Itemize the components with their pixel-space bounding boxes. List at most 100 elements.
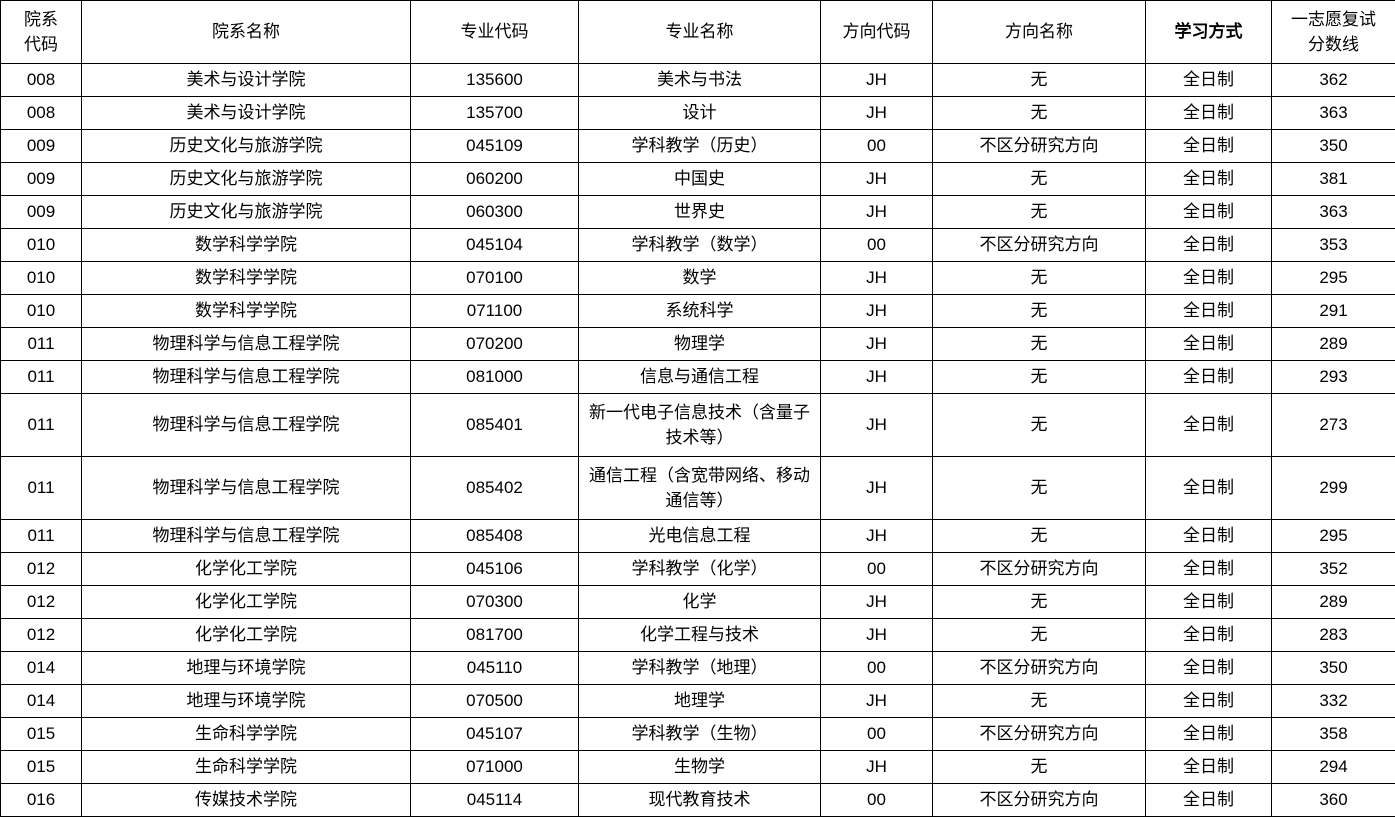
cell-study_mode: 全日制 <box>1146 394 1272 457</box>
cell-score_line: 295 <box>1272 520 1395 553</box>
cell-dir_code: JH <box>821 394 933 457</box>
cell-dept_code: 012 <box>1 586 82 619</box>
cell-major_name: 现代教育技术 <box>579 784 821 817</box>
cell-major_name: 通信工程（含宽带网络、移动通信等） <box>579 457 821 520</box>
column-header-line: 一志愿复试 <box>1276 7 1391 33</box>
cell-dir_code: JH <box>821 457 933 520</box>
cell-major_code: 085401 <box>411 394 579 457</box>
cell-major_name: 地理学 <box>579 685 821 718</box>
cell-dept_name: 美术与设计学院 <box>82 64 411 97</box>
cell-score_line: 332 <box>1272 685 1395 718</box>
cell-dept_code: 016 <box>1 784 82 817</box>
cell-dir_name: 无 <box>933 394 1146 457</box>
cell-study_mode: 全日制 <box>1146 784 1272 817</box>
column-header-line: 方向代码 <box>825 19 928 45</box>
cell-dir_code: JH <box>821 328 933 361</box>
cell-score_line: 358 <box>1272 718 1395 751</box>
cell-score_line: 360 <box>1272 784 1395 817</box>
cell-study_mode: 全日制 <box>1146 718 1272 751</box>
cell-dir_code: JH <box>821 163 933 196</box>
cell-dept_code: 011 <box>1 328 82 361</box>
cell-dept_code: 009 <box>1 196 82 229</box>
cell-major_name: 新一代电子信息技术（含量子技术等） <box>579 394 821 457</box>
column-header-line: 方向名称 <box>937 19 1141 45</box>
cell-dir_name: 无 <box>933 262 1146 295</box>
cell-study_mode: 全日制 <box>1146 361 1272 394</box>
cell-dept_name: 地理与环境学院 <box>82 652 411 685</box>
cell-dept_name: 历史文化与旅游学院 <box>82 130 411 163</box>
cell-study_mode: 全日制 <box>1146 163 1272 196</box>
cell-study_mode: 全日制 <box>1146 586 1272 619</box>
cell-dir_name: 无 <box>933 586 1146 619</box>
cell-score_line: 289 <box>1272 586 1395 619</box>
column-header-line: 学习方式 <box>1150 19 1267 45</box>
cell-study_mode: 全日制 <box>1146 196 1272 229</box>
cell-dir_code: JH <box>821 520 933 553</box>
cell-dir_name: 无 <box>933 163 1146 196</box>
cell-score_line: 363 <box>1272 196 1395 229</box>
cell-major_code: 135600 <box>411 64 579 97</box>
cell-dir_name: 不区分研究方向 <box>933 553 1146 586</box>
cell-dept_name: 地理与环境学院 <box>82 685 411 718</box>
column-header-line: 分数线 <box>1276 32 1391 58</box>
cell-major_code: 045110 <box>411 652 579 685</box>
cell-dept_name: 物理科学与信息工程学院 <box>82 361 411 394</box>
cell-major_code: 085408 <box>411 520 579 553</box>
cell-dir_code: 00 <box>821 718 933 751</box>
cell-dept_code: 012 <box>1 619 82 652</box>
cell-dept_name: 生命科学学院 <box>82 751 411 784</box>
cell-dept_code: 011 <box>1 394 82 457</box>
cell-major_name: 设计 <box>579 97 821 130</box>
column-header-line: 专业代码 <box>415 19 574 45</box>
column-header-dir_code: 方向代码 <box>821 1 933 64</box>
cell-dir_code: JH <box>821 619 933 652</box>
cell-major_code: 070500 <box>411 685 579 718</box>
cell-study_mode: 全日制 <box>1146 619 1272 652</box>
cell-major_name: 世界史 <box>579 196 821 229</box>
cell-dept_name: 历史文化与旅游学院 <box>82 196 411 229</box>
cell-dir_name: 无 <box>933 64 1146 97</box>
column-header-score_line: 一志愿复试分数线 <box>1272 1 1395 64</box>
cell-study_mode: 全日制 <box>1146 685 1272 718</box>
cell-dept_code: 008 <box>1 64 82 97</box>
cell-dept_code: 008 <box>1 97 82 130</box>
cell-major_name: 数学 <box>579 262 821 295</box>
cell-dept_code: 010 <box>1 295 82 328</box>
cell-score_line: 291 <box>1272 295 1395 328</box>
cell-dept_code: 015 <box>1 718 82 751</box>
cell-dept_name: 物理科学与信息工程学院 <box>82 520 411 553</box>
cell-dept_code: 011 <box>1 361 82 394</box>
cell-study_mode: 全日制 <box>1146 97 1272 130</box>
cell-dept_name: 物理科学与信息工程学院 <box>82 457 411 520</box>
cell-dept_name: 物理科学与信息工程学院 <box>82 328 411 361</box>
cell-score_line: 353 <box>1272 229 1395 262</box>
cell-dir_name: 不区分研究方向 <box>933 784 1146 817</box>
cell-study_mode: 全日制 <box>1146 328 1272 361</box>
cell-score_line: 352 <box>1272 553 1395 586</box>
cell-score_line: 350 <box>1272 652 1395 685</box>
cell-dept_code: 009 <box>1 163 82 196</box>
cell-dept_name: 美术与设计学院 <box>82 97 411 130</box>
cell-dir_name: 无 <box>933 685 1146 718</box>
cell-major_name: 信息与通信工程 <box>579 361 821 394</box>
cell-dept_name: 数学科学学院 <box>82 229 411 262</box>
cell-major_code: 081700 <box>411 619 579 652</box>
cell-study_mode: 全日制 <box>1146 553 1272 586</box>
cell-dir_code: 00 <box>821 784 933 817</box>
cell-score_line: 350 <box>1272 130 1395 163</box>
cell-dept_name: 化学化工学院 <box>82 553 411 586</box>
cell-dir_code: 00 <box>821 553 933 586</box>
cell-dept_code: 015 <box>1 751 82 784</box>
cell-major_code: 060300 <box>411 196 579 229</box>
